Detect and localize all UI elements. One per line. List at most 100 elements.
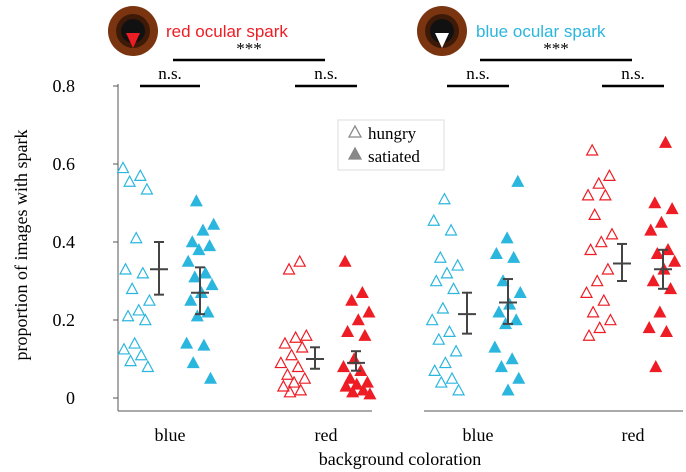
data-point <box>185 235 199 248</box>
data-point <box>282 262 296 275</box>
data-point <box>291 360 305 373</box>
data-point <box>362 305 376 318</box>
data-point <box>136 266 150 279</box>
data-point <box>351 313 365 326</box>
legend-satiated-label: satiated <box>368 147 420 166</box>
data-point <box>142 293 156 306</box>
x-axis-label: background coloration <box>319 449 481 469</box>
x-tick-label: red <box>622 425 645 445</box>
data-point <box>363 387 377 400</box>
data-point <box>203 239 217 252</box>
x-tick-label: blue <box>463 425 494 445</box>
data-point <box>588 207 602 220</box>
data-point <box>590 274 604 287</box>
data-point <box>360 375 374 388</box>
data-point <box>507 250 521 263</box>
sig-label-panel2-outer: *** <box>543 39 569 58</box>
data-point <box>123 174 137 187</box>
data-point <box>280 367 294 380</box>
data-point <box>605 227 619 240</box>
x-tick-label: red <box>315 425 338 445</box>
data-point <box>132 303 146 316</box>
data-point <box>434 375 448 388</box>
y-tick-label: 0 <box>66 388 75 408</box>
legend-satiated-marker <box>347 146 363 160</box>
error-bars <box>150 241 672 372</box>
data-point <box>204 371 218 384</box>
data-point <box>492 305 506 318</box>
data-point <box>346 385 360 398</box>
data-point <box>338 254 352 267</box>
data-point <box>138 313 152 326</box>
blue-spark-eye-icon <box>417 6 467 56</box>
data-point <box>496 274 510 287</box>
data-point <box>198 266 212 279</box>
data-point <box>294 383 308 396</box>
data-point <box>355 285 369 298</box>
data-point <box>339 379 353 392</box>
data-point <box>592 176 606 189</box>
data-point <box>285 348 299 361</box>
data-point <box>509 313 523 326</box>
data-point <box>134 348 148 361</box>
data-point <box>437 192 451 205</box>
data-point <box>181 254 195 267</box>
data-point <box>429 274 443 287</box>
data-point <box>274 356 288 369</box>
data-point <box>124 354 138 367</box>
red-spark-eye-icon <box>108 6 158 56</box>
sig-label-panel1-right: n.s. <box>314 64 338 83</box>
data-point <box>201 305 215 318</box>
data-point <box>668 254 682 267</box>
data-point <box>287 375 301 388</box>
data-point <box>116 161 130 174</box>
data-point <box>646 274 660 287</box>
data-point <box>438 356 452 369</box>
panel-title-blue-spark: blue ocular spark <box>476 22 606 41</box>
data-point <box>648 196 662 209</box>
data-point <box>584 243 598 256</box>
data-point <box>582 328 596 341</box>
data-point <box>653 305 667 318</box>
data-point <box>447 282 461 295</box>
data-point <box>511 174 525 187</box>
sig-label-panel2-right: n.s. <box>621 64 645 83</box>
data-point <box>593 321 607 334</box>
data-point <box>192 243 206 256</box>
data-point <box>503 297 517 310</box>
data-point <box>341 324 355 337</box>
data-point <box>298 371 312 384</box>
data-point <box>602 168 616 181</box>
data-point <box>442 324 456 337</box>
data-point <box>650 246 664 259</box>
data-point <box>451 258 465 271</box>
data-point <box>449 344 463 357</box>
data-point <box>140 182 154 195</box>
y-tick-label: 0.6 <box>53 154 76 174</box>
y-ticks: 0 0.2 0.4 0.6 0.8 <box>53 76 118 408</box>
data-point <box>205 278 219 291</box>
data-point <box>598 188 612 201</box>
data-point <box>425 313 439 326</box>
data-point <box>489 246 503 259</box>
data-point <box>197 338 211 351</box>
data-point <box>501 383 515 396</box>
data-point <box>128 336 142 349</box>
data-point <box>278 336 292 349</box>
data-point <box>345 293 359 306</box>
data-point <box>129 231 143 244</box>
data-point <box>452 383 466 396</box>
data-point <box>445 371 459 384</box>
data-point <box>642 321 656 334</box>
data-point <box>337 360 351 373</box>
data-point <box>601 262 615 275</box>
data-point <box>494 360 508 373</box>
sig-label-panel2-left: n.s. <box>466 64 490 83</box>
data-point <box>579 285 594 298</box>
legend-hungry-label: hungry <box>368 124 417 143</box>
data-point <box>299 328 313 341</box>
data-point <box>125 282 139 295</box>
legend-hungry-marker <box>347 124 363 138</box>
data-point <box>427 213 441 226</box>
